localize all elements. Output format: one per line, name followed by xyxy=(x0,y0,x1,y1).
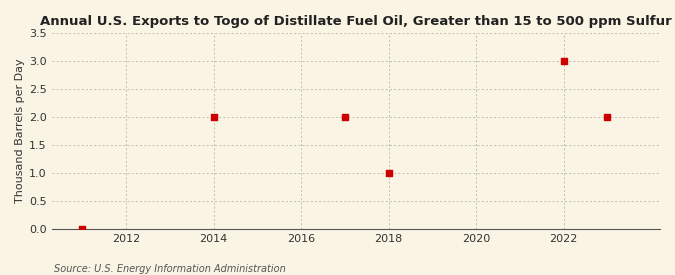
Point xyxy=(383,170,394,175)
Point xyxy=(77,226,88,231)
Y-axis label: Thousand Barrels per Day: Thousand Barrels per Day xyxy=(15,59,25,203)
Point xyxy=(602,115,613,119)
Point xyxy=(558,59,569,64)
Point xyxy=(340,115,350,119)
Point xyxy=(209,115,219,119)
Title: Annual U.S. Exports to Togo of Distillate Fuel Oil, Greater than 15 to 500 ppm S: Annual U.S. Exports to Togo of Distillat… xyxy=(40,15,672,28)
Text: Source: U.S. Energy Information Administration: Source: U.S. Energy Information Administ… xyxy=(54,264,286,274)
